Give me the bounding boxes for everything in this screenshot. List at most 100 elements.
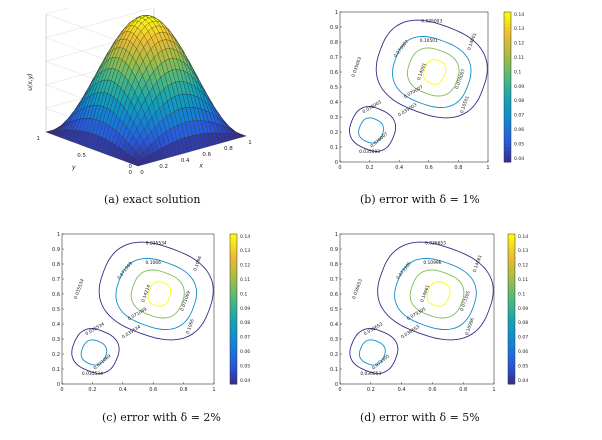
contour-label: 0.035003	[359, 149, 380, 155]
y-tick-label: 0.4	[330, 100, 338, 106]
colorbar-segment	[504, 75, 511, 80]
colorbar-tick-label: 0.08	[514, 98, 524, 104]
colorbar-tick-label: 0.04	[514, 156, 524, 162]
colorbar-segment	[504, 128, 511, 133]
colorbar-segment	[230, 256, 237, 261]
colorbar-segment	[508, 316, 515, 321]
x-tick-label: 0.2	[88, 387, 96, 393]
contour-label: 0.14661	[472, 254, 484, 273]
colorbar-segment	[230, 279, 237, 284]
x-tick-label: 0.4	[395, 165, 403, 171]
y-tick-label: 0.2	[52, 352, 60, 358]
y-tick-label: 0.7	[52, 277, 60, 283]
colorbar-segment	[508, 305, 515, 310]
caption-a: (a) exact solution	[104, 193, 201, 206]
contour-label: 0.10996	[423, 260, 441, 266]
colorbar-frame	[507, 233, 516, 385]
y-tick-label: 0.9	[52, 247, 60, 253]
contour-label: 0.14214	[140, 284, 152, 303]
y-tick-label: 0.3	[330, 115, 338, 121]
colorbar-tick-label: 0.13	[240, 248, 250, 254]
colorbar-segment	[508, 297, 515, 302]
contour-label: 0.14661	[419, 284, 431, 303]
y-tick-label: 0.7	[330, 277, 338, 283]
panel-c: 0 0.1 0.2 0.3 0.4 0.5 0.6 0.7 0.8 0.9 1 0 0.2 0.4 0.6 0…	[40, 228, 260, 400]
caption-b: (b) error with δ = 1%	[360, 193, 480, 206]
colorbar-segment	[230, 249, 237, 254]
colorbar-segment	[504, 83, 511, 88]
colorbar-segment	[230, 275, 237, 280]
colorbar-segment	[230, 380, 237, 385]
colorbar-segment	[508, 327, 515, 332]
colorbar-tick-label: 0.12	[240, 263, 250, 269]
y-tick-label: 0.8	[330, 262, 338, 268]
colorbar-segment	[508, 252, 515, 257]
colorbar-segment	[230, 271, 237, 276]
colorbar-segment	[230, 286, 237, 291]
colorbar-segment	[504, 117, 511, 122]
colorbar-segment	[504, 38, 511, 43]
x-tick-label: 0.4	[398, 387, 406, 393]
contour-level-2	[392, 36, 472, 108]
colorbar-segment	[230, 267, 237, 272]
colorbar-segment	[508, 354, 515, 359]
x-axis-label: x	[198, 163, 203, 170]
colorbar-segment	[504, 143, 511, 148]
colorbar-segment	[504, 19, 511, 24]
y-tick-label: 1	[37, 136, 41, 142]
colorbar-segment	[508, 267, 515, 272]
colorbar-segment	[230, 294, 237, 299]
colorbar-segment	[508, 245, 515, 250]
colorbar-segment	[508, 346, 515, 351]
y-tick-label: 0.1	[52, 367, 60, 373]
colorbar-segment	[504, 102, 511, 107]
contour-label: 0.1066	[192, 255, 203, 272]
colorbar-segment	[508, 290, 515, 295]
colorbar-segment	[230, 372, 237, 377]
colorbar-segment	[504, 23, 511, 28]
colorbar-tick-label: 0.04	[518, 378, 528, 384]
colorbar-segment	[504, 15, 511, 20]
contour-label: 0.1066	[185, 318, 196, 335]
colorbar-segment	[508, 271, 515, 276]
colorbar-tick-label: 0.06	[518, 349, 528, 355]
x-tick-label: 0.8	[459, 387, 467, 393]
contour-level-1	[377, 241, 494, 341]
contour-label: 0.14001	[466, 32, 478, 51]
colorbar-tick-label: 0.11	[240, 277, 250, 283]
colorbar-tick-label: 0.05	[518, 363, 528, 369]
colorbar-segment	[504, 12, 511, 17]
colorbar-segment	[230, 335, 237, 340]
colorbar-segment	[504, 42, 511, 47]
colorbar-tick-label: 0.12	[514, 41, 524, 47]
contour-level-4	[426, 281, 451, 307]
colorbar-tick-label: 0.06	[514, 127, 524, 133]
colorbar-segment	[230, 282, 237, 287]
colorbar-tick-label: 0.09	[240, 306, 250, 312]
colorbar-segment	[230, 331, 237, 336]
contour-level-1-small	[349, 328, 399, 374]
colorbar-segment	[230, 234, 237, 239]
colorbar-segment	[508, 241, 515, 246]
contour-level-3	[406, 47, 460, 97]
colorbar-segment	[508, 256, 515, 261]
colorbar-segment	[508, 372, 515, 377]
colorbar-segment	[230, 309, 237, 314]
colorbar-segment	[504, 45, 511, 50]
colorbar-segment	[508, 286, 515, 291]
x-tick-label: 0.8	[224, 146, 233, 152]
contour-label: 0.035003	[421, 19, 442, 25]
colorbar-tick-label: 0.14	[518, 234, 528, 240]
y-tick-label: 0.8	[52, 262, 60, 268]
colorbar-tick-label: 0.1	[518, 291, 525, 297]
colorbar-segment	[230, 312, 237, 317]
colorbar-segment	[230, 342, 237, 347]
contour-level-3	[130, 269, 185, 319]
colorbar-tick-label: 0.06	[240, 349, 250, 355]
y-tick-label: 1	[335, 232, 338, 238]
colorbar-segment	[230, 316, 237, 321]
colorbar-segment	[504, 79, 511, 84]
colorbar-segment	[230, 297, 237, 302]
x-tick-label: 0.6	[428, 387, 436, 393]
surface-patch	[238, 134, 247, 138]
